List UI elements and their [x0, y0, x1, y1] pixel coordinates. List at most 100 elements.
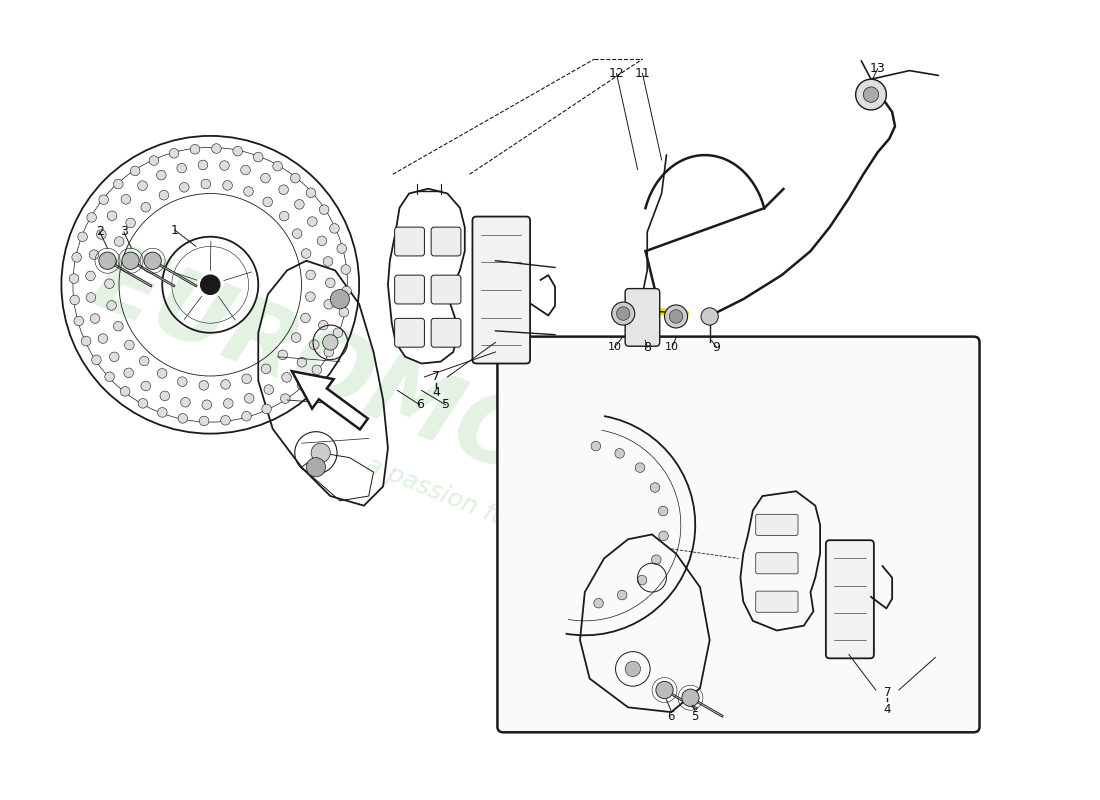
Text: 9: 9: [713, 341, 721, 354]
Circle shape: [90, 314, 100, 323]
Circle shape: [113, 179, 123, 189]
Text: 6: 6: [668, 710, 675, 723]
Circle shape: [78, 232, 87, 242]
Circle shape: [124, 368, 133, 378]
Text: 13: 13: [870, 62, 886, 75]
Circle shape: [107, 301, 117, 310]
Text: 2: 2: [96, 226, 103, 238]
Circle shape: [114, 237, 124, 246]
Circle shape: [330, 290, 350, 309]
Text: 5: 5: [441, 398, 450, 411]
Circle shape: [326, 278, 336, 288]
Circle shape: [617, 590, 627, 600]
Circle shape: [306, 270, 316, 280]
Circle shape: [263, 197, 273, 206]
Circle shape: [651, 555, 661, 565]
Circle shape: [99, 195, 109, 205]
Circle shape: [177, 163, 187, 173]
Circle shape: [341, 265, 351, 274]
Circle shape: [701, 308, 718, 325]
Text: 10: 10: [607, 342, 621, 352]
Circle shape: [120, 386, 130, 396]
Circle shape: [659, 531, 669, 541]
FancyBboxPatch shape: [472, 217, 530, 363]
Circle shape: [322, 334, 338, 350]
Text: 7: 7: [883, 686, 891, 699]
Circle shape: [107, 211, 117, 221]
Circle shape: [656, 682, 673, 698]
Circle shape: [122, 252, 140, 270]
Circle shape: [616, 307, 630, 320]
Circle shape: [262, 404, 272, 414]
Circle shape: [139, 398, 147, 408]
Circle shape: [180, 398, 190, 407]
Circle shape: [253, 152, 263, 162]
Circle shape: [319, 320, 328, 330]
Circle shape: [273, 162, 283, 171]
Circle shape: [650, 482, 660, 492]
Text: 10: 10: [666, 342, 679, 352]
Circle shape: [292, 333, 301, 342]
Circle shape: [104, 279, 114, 289]
Text: 12: 12: [608, 67, 625, 80]
FancyBboxPatch shape: [756, 553, 798, 574]
Circle shape: [121, 194, 131, 204]
Circle shape: [312, 365, 321, 374]
Circle shape: [87, 213, 97, 222]
Circle shape: [179, 182, 189, 192]
Circle shape: [241, 166, 251, 175]
Circle shape: [221, 415, 230, 425]
Circle shape: [864, 87, 879, 102]
Circle shape: [297, 381, 307, 390]
Circle shape: [177, 377, 187, 386]
Circle shape: [69, 274, 79, 283]
Circle shape: [280, 394, 290, 403]
Circle shape: [591, 442, 601, 451]
Circle shape: [323, 299, 333, 309]
Text: 7: 7: [432, 370, 440, 383]
FancyBboxPatch shape: [431, 227, 461, 256]
Circle shape: [169, 149, 179, 158]
Circle shape: [295, 199, 305, 209]
Circle shape: [89, 250, 99, 259]
Text: 8: 8: [644, 341, 651, 354]
Circle shape: [664, 305, 688, 328]
FancyBboxPatch shape: [431, 275, 461, 304]
FancyBboxPatch shape: [395, 227, 425, 256]
Text: EUROMOTORS: EUROMOTORS: [78, 235, 813, 603]
Circle shape: [156, 170, 166, 180]
Circle shape: [261, 174, 271, 183]
Circle shape: [242, 411, 251, 421]
Circle shape: [333, 328, 343, 338]
Text: 11: 11: [635, 67, 650, 80]
Circle shape: [261, 364, 271, 374]
Circle shape: [306, 458, 326, 477]
Circle shape: [278, 185, 288, 194]
Circle shape: [202, 400, 211, 410]
Circle shape: [125, 218, 135, 228]
Circle shape: [319, 205, 329, 214]
Circle shape: [178, 414, 188, 423]
FancyBboxPatch shape: [625, 289, 660, 346]
Circle shape: [297, 358, 307, 367]
FancyBboxPatch shape: [395, 275, 425, 304]
Circle shape: [141, 202, 151, 212]
Circle shape: [198, 160, 208, 170]
Circle shape: [244, 394, 254, 403]
FancyBboxPatch shape: [431, 318, 461, 347]
Circle shape: [86, 271, 96, 281]
Circle shape: [309, 340, 319, 350]
Circle shape: [612, 302, 635, 325]
Text: 6: 6: [416, 398, 424, 411]
Circle shape: [856, 79, 887, 110]
Circle shape: [220, 161, 229, 170]
Circle shape: [141, 381, 151, 390]
Text: 3: 3: [120, 226, 128, 238]
Circle shape: [342, 286, 351, 296]
FancyBboxPatch shape: [395, 318, 425, 347]
Circle shape: [91, 355, 101, 365]
Circle shape: [144, 252, 162, 270]
Circle shape: [113, 322, 123, 331]
Circle shape: [97, 230, 106, 239]
Circle shape: [221, 380, 230, 390]
